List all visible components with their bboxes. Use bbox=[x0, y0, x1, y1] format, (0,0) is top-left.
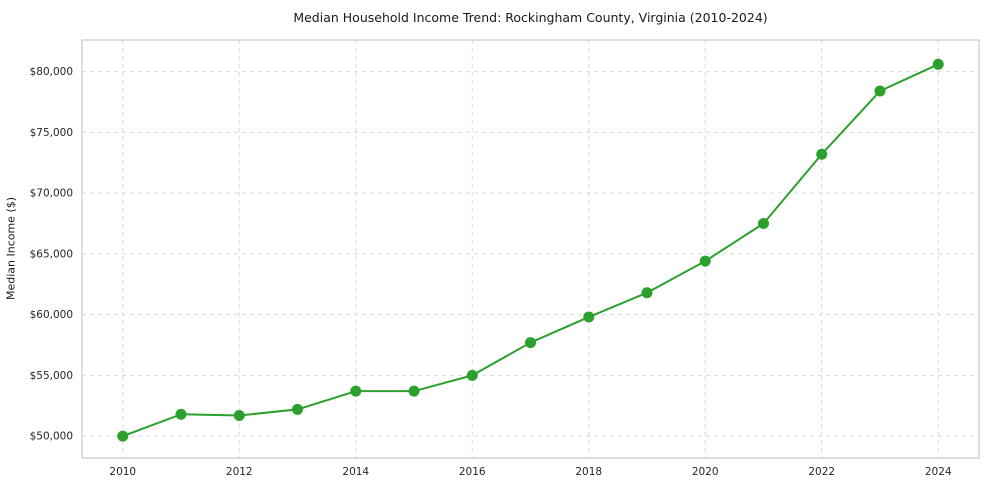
data-point-marker bbox=[117, 430, 129, 442]
data-point-marker bbox=[525, 337, 536, 349]
x-tick-label: 2010 bbox=[109, 466, 136, 478]
x-tick-label: 2020 bbox=[692, 466, 719, 478]
data-point-marker bbox=[757, 217, 769, 229]
y-tick-label: $60,000 bbox=[30, 309, 73, 321]
data-point-marker bbox=[699, 255, 711, 267]
y-tick-label: $70,000 bbox=[30, 188, 73, 200]
axes-border bbox=[81, 39, 980, 459]
y-tick-label: $65,000 bbox=[30, 248, 73, 260]
y-axis-label: Median Income ($) bbox=[4, 196, 18, 301]
data-point-marker bbox=[816, 148, 828, 160]
data-point-marker bbox=[641, 287, 653, 299]
data-point-marker bbox=[292, 403, 304, 415]
data-point-marker bbox=[583, 311, 595, 323]
data-point-marker bbox=[233, 409, 245, 421]
data-point-marker bbox=[932, 58, 944, 70]
x-tick-label: 2014 bbox=[342, 466, 369, 478]
x-tick-label: 2018 bbox=[575, 466, 602, 478]
x-tick-label: 2012 bbox=[226, 466, 253, 478]
data-point-marker bbox=[874, 85, 886, 97]
data-point-marker bbox=[408, 385, 420, 397]
data-point-marker bbox=[175, 408, 187, 420]
x-tick-label: 2024 bbox=[925, 466, 952, 478]
chart-title: Median Household Income Trend: Rockingha… bbox=[293, 10, 768, 25]
y-tick-label: $75,000 bbox=[30, 127, 73, 139]
data-point-marker bbox=[350, 385, 362, 397]
x-tick-label: 2016 bbox=[459, 466, 486, 478]
y-tick-label: $50,000 bbox=[30, 431, 73, 443]
x-tick-label: 2022 bbox=[808, 466, 835, 478]
data-point-marker bbox=[466, 369, 478, 381]
y-tick-label: $55,000 bbox=[30, 370, 73, 382]
y-tick-label: $80,000 bbox=[30, 66, 73, 78]
